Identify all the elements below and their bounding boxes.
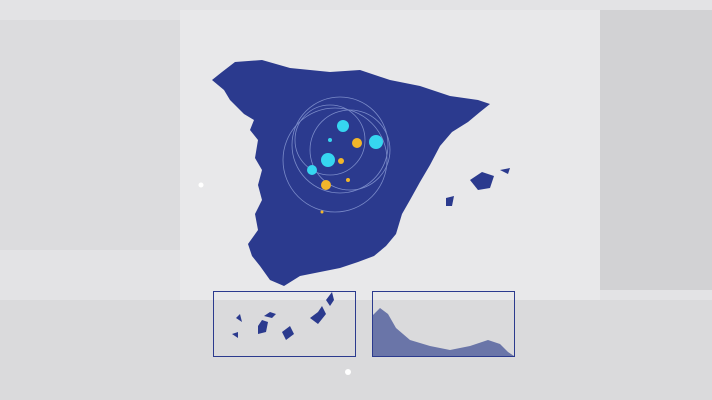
marker-yellow	[320, 210, 324, 214]
bg-panel-right	[600, 10, 712, 290]
marker-yellow	[346, 178, 350, 182]
marker-cyan	[337, 120, 349, 132]
marker-cyan	[321, 153, 335, 167]
balearic-ibiza	[446, 196, 454, 206]
balearic-menorca	[500, 168, 510, 174]
balearic-mallorca	[470, 172, 494, 190]
inset-ceuta-melilla	[372, 291, 515, 357]
marker-yellow	[338, 158, 344, 164]
marker-yellow	[321, 180, 331, 190]
inset-canary-islands	[213, 291, 356, 357]
light-dot	[198, 182, 204, 188]
data-markers	[307, 120, 383, 214]
bg-panel-left	[0, 20, 210, 250]
marker-cyan	[369, 135, 383, 149]
mainland-spain	[212, 60, 490, 286]
marker-yellow	[352, 138, 362, 148]
orbit-rings	[282, 96, 391, 213]
light-dot	[345, 369, 351, 375]
marker-cyan	[307, 165, 317, 175]
marker-cyan	[328, 138, 332, 142]
